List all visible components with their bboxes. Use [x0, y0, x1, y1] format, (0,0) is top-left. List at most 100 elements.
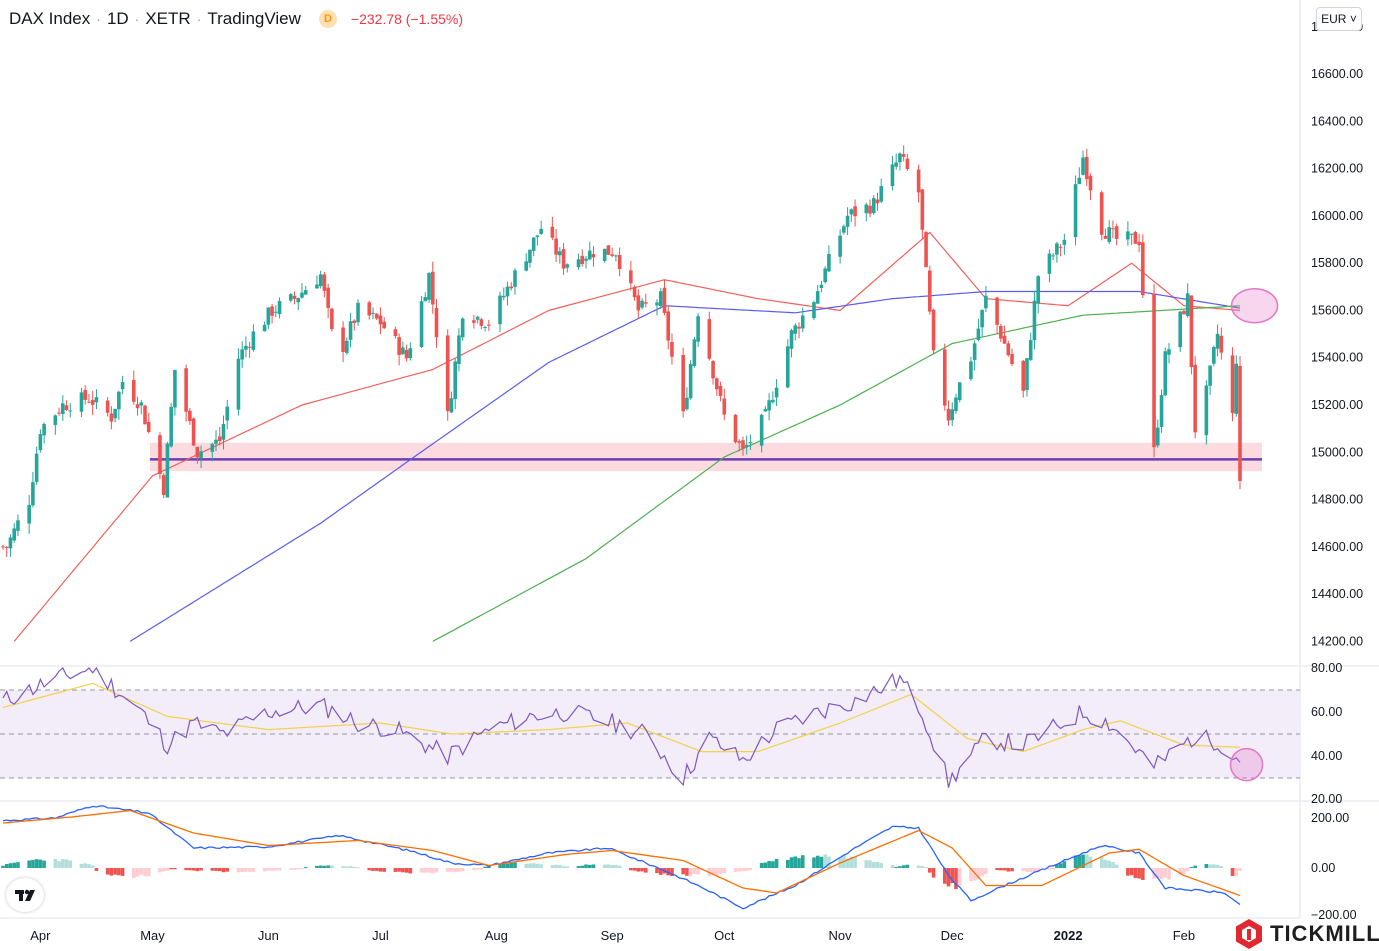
time-tick-label: Oct	[714, 928, 735, 943]
candle-up	[371, 312, 375, 314]
tradingview-logo-icon[interactable]	[6, 878, 44, 912]
macd-hist-bar	[524, 863, 529, 868]
macd-hist-bar	[901, 865, 906, 868]
candle-up	[1204, 385, 1209, 436]
candle-up	[1178, 311, 1183, 348]
candle-up	[423, 297, 428, 302]
macd-hist-bar	[445, 868, 450, 872]
macd-tick-label: −200.00	[1311, 908, 1357, 922]
macd-hist-bar	[173, 868, 177, 870]
currency-selector[interactable]: EUR ˅	[1316, 7, 1362, 31]
macd-hist-bar	[374, 868, 379, 871]
macd-hist-bar	[87, 864, 91, 868]
currency-label: EUR	[1321, 12, 1347, 26]
candle-up	[427, 273, 431, 300]
candle-up	[139, 402, 144, 406]
macd-hist-bar	[214, 868, 218, 871]
macd-hist-bar	[472, 868, 476, 871]
rsi-highlight	[1229, 747, 1264, 782]
macd-hist-bar	[554, 864, 558, 868]
macd-hist-bar	[800, 855, 805, 868]
candle-up	[1073, 184, 1078, 238]
candle-down	[707, 319, 712, 359]
candle-up	[244, 345, 248, 350]
macd-hist-bar	[199, 868, 203, 871]
macd-hist-bar	[561, 866, 566, 868]
macd-hist-bar	[942, 868, 947, 884]
macd-hist-bar	[636, 868, 641, 872]
macd-hist-bar	[580, 865, 585, 868]
candle-up	[1208, 365, 1212, 386]
macd-hist-bar	[479, 868, 484, 870]
candle-up	[688, 364, 693, 399]
macd-hist-bar	[292, 868, 297, 870]
macd-hist-bar	[1051, 868, 1055, 870]
candle-up	[173, 369, 177, 408]
macd-hist-bar	[487, 865, 491, 868]
macd-hist-bar	[453, 868, 457, 873]
candle-up	[214, 439, 218, 444]
macd-hist-bar	[1, 865, 5, 868]
macd-hist-bar	[718, 868, 723, 875]
candle-up	[845, 215, 850, 227]
macd-hist-bar	[509, 862, 514, 868]
macd-hist-bar	[1058, 863, 1063, 868]
macd-hist-bar	[113, 868, 117, 875]
candle-up	[767, 400, 771, 411]
time-tick-label: Nov	[829, 928, 853, 943]
macd-hist-bar	[950, 868, 955, 884]
interval-label[interactable]: 1D	[106, 9, 129, 28]
macd-hist-bar	[670, 868, 674, 877]
macd-hist-bar	[1047, 868, 1052, 870]
macd-hist-bar	[161, 868, 166, 872]
macd-hist-bar	[789, 857, 794, 868]
macd-hist-bar	[1010, 868, 1014, 872]
macd-hist-bar	[954, 868, 958, 889]
macd-hist-bar	[401, 868, 405, 873]
macd-hist-bar	[277, 868, 282, 871]
candle-down	[662, 287, 667, 313]
macd-hist-bar	[315, 865, 319, 868]
macd-hist-bar	[1111, 862, 1115, 868]
candle-down	[135, 404, 140, 409]
candle-down	[1152, 293, 1156, 448]
candle-down	[146, 421, 151, 432]
candle-down	[434, 308, 439, 338]
candle-up	[789, 330, 794, 349]
macd-hist-bar	[610, 865, 614, 868]
macd-hist-bar	[356, 867, 360, 869]
macd-hist-bar	[266, 868, 271, 871]
delayed-data-badge[interactable]: D	[318, 10, 337, 28]
candle-down	[1088, 175, 1093, 191]
macd-hist-bar	[849, 856, 854, 868]
candle-down	[109, 413, 114, 422]
candle-up	[498, 295, 502, 325]
macd-hist-bar	[797, 858, 801, 868]
macd-hist-bar	[1182, 868, 1186, 875]
macd-hist-bar	[602, 864, 607, 868]
symbol-name[interactable]: DAX Index	[9, 9, 91, 28]
macd-hist-bar	[643, 868, 648, 873]
candle-down	[322, 274, 327, 291]
candle-up	[79, 392, 84, 412]
tickmill-logo-icon	[1236, 919, 1262, 949]
candle-up	[1047, 253, 1052, 274]
header-separator: ·	[96, 11, 101, 27]
time-tick-label: 2022	[1054, 928, 1083, 943]
macd-hist-bar	[741, 868, 745, 872]
macd-hist-bar	[1062, 861, 1067, 868]
candle-up	[460, 318, 465, 338]
candle-down	[920, 189, 925, 230]
candles-group	[1, 145, 1242, 558]
macd-hist-bar	[1185, 868, 1190, 872]
header-separator: ·	[196, 11, 202, 27]
macd-hist-bar	[786, 859, 790, 868]
candle-up	[318, 274, 323, 287]
candle-up	[972, 343, 977, 360]
candle-up	[984, 295, 988, 309]
macd-hist-bar	[774, 858, 779, 868]
candle-down	[143, 405, 147, 425]
macd-hist-bar	[1099, 857, 1104, 868]
candle-up	[345, 340, 349, 354]
